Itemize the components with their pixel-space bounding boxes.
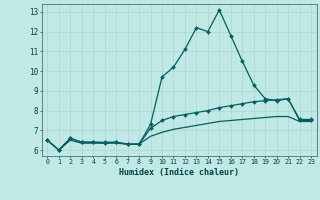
X-axis label: Humidex (Indice chaleur): Humidex (Indice chaleur) — [119, 168, 239, 177]
